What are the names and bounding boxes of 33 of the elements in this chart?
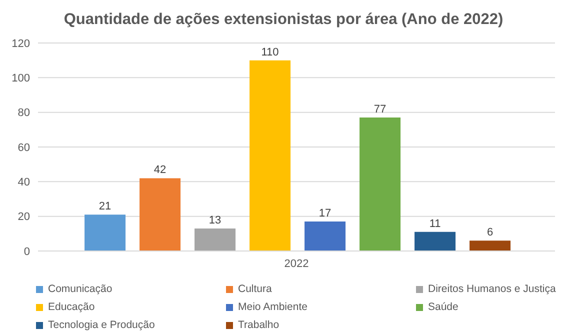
legend-label: Tecnologia e Produção: [47, 319, 156, 331]
y-tick-label: 120: [12, 38, 30, 50]
bar: [360, 118, 401, 251]
bar: [414, 232, 456, 251]
y-tick-label: 0: [24, 246, 30, 258]
y-tick-label: 100: [12, 72, 30, 85]
data-label: 17: [318, 208, 332, 220]
data-label: 6: [486, 226, 494, 239]
bar: [470, 240, 511, 251]
legend-label: Direitos Humanos e Justiça: [427, 283, 557, 295]
x-tick-label: 2022: [284, 258, 309, 270]
data-label: 13: [208, 214, 222, 226]
data-label: 77: [374, 104, 386, 116]
bar: [140, 178, 181, 251]
bar: [194, 228, 236, 251]
data-label: 21: [98, 200, 112, 213]
y-tick-label: 60: [18, 142, 30, 154]
chart-title: Quantidade de ações extensionistas por área (Ano de 2022): [62, 11, 504, 30]
data-label: 110: [261, 46, 279, 58]
legend-label: Trabalho: [237, 319, 280, 331]
legend-label: Cultura: [237, 283, 273, 295]
y-tick-label: 80: [18, 107, 30, 120]
bar: [304, 222, 346, 251]
data-label: 11: [429, 218, 441, 230]
legend-label: Meio Ambiente: [237, 301, 308, 313]
legend-label: Educação: [47, 301, 96, 313]
bar: [84, 214, 126, 251]
legend-label: Comunicação: [47, 283, 114, 295]
legend-label: Saúde: [427, 301, 460, 313]
y-tick-label: 40: [18, 176, 30, 189]
data-label: 42: [154, 164, 166, 176]
bar: [250, 60, 291, 251]
y-tick-label: 20: [18, 211, 30, 224]
